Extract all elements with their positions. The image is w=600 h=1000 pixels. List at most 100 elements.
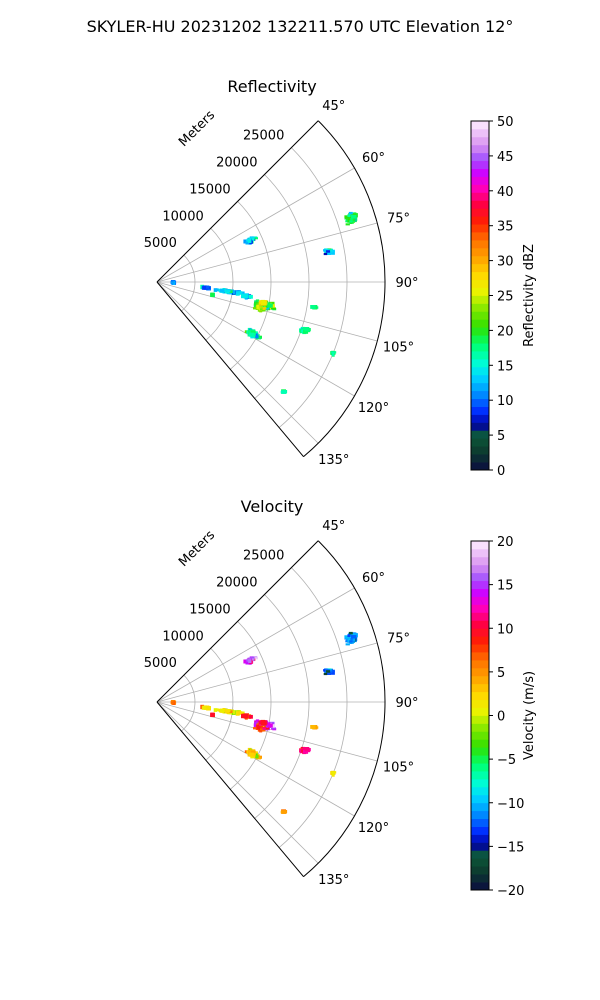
echo-pixel — [249, 332, 254, 337]
colorbar-band — [471, 422, 489, 431]
colorbar-band — [471, 810, 489, 820]
echo-pixel — [345, 223, 350, 226]
echo-cluster — [253, 722, 267, 733]
echo-cluster — [213, 708, 245, 716]
colorbar-band — [471, 580, 489, 589]
range-ring-25000 — [278, 147, 348, 428]
echo-layer — [170, 211, 358, 394]
colorbar-band — [471, 390, 489, 400]
echo-pixel — [323, 252, 328, 256]
sector-edge-left — [156, 120, 319, 283]
radial-tick-label: 25000 — [243, 129, 284, 144]
echo-cluster — [170, 280, 177, 285]
colorbar-tick-label: −10 — [497, 797, 524, 812]
colorbar-tick-label: 15 — [497, 579, 514, 594]
colorbar-band — [471, 763, 489, 772]
sector-edge-right — [156, 701, 304, 877]
echo-pixel — [349, 640, 353, 643]
echo-pixel — [251, 750, 256, 753]
echo-pixel — [262, 727, 266, 730]
colorbar-tick-label: 35 — [497, 220, 514, 235]
angle-spoke-135 — [156, 281, 319, 444]
echo-pixel — [171, 281, 175, 284]
colorbar-band — [471, 842, 489, 851]
echo-pixel — [256, 304, 259, 309]
colorbar-band — [471, 128, 489, 138]
colorbar-tick-label: 40 — [497, 185, 514, 200]
colorbar-band — [471, 279, 489, 288]
panel-title: Reflectivity — [227, 77, 316, 96]
echo-cluster — [200, 704, 211, 711]
colorbar-band — [471, 739, 489, 748]
echo-pixel — [218, 708, 222, 712]
sector-outer-arc — [303, 540, 386, 878]
colorbar-band — [471, 572, 489, 582]
range-ring-10000 — [205, 647, 234, 761]
colorbar-band — [471, 446, 489, 455]
colorbar-label: Reflectivity dBZ — [522, 244, 537, 347]
echo-pixel — [202, 705, 208, 710]
echo-pixel — [327, 671, 331, 675]
radial-tick-label: 25000 — [243, 549, 284, 564]
echo-cluster — [170, 700, 177, 705]
echo-pixel — [248, 294, 253, 299]
echo-pixel — [351, 635, 357, 639]
echo-pixel — [253, 727, 257, 730]
colorbar-band — [471, 224, 489, 233]
radial-tick-label: 20000 — [216, 156, 257, 171]
colorbar-band — [471, 659, 489, 669]
echo-pixel — [262, 720, 266, 725]
colorbar-band — [471, 343, 489, 352]
echo-cluster — [299, 326, 311, 335]
echo-cluster — [243, 656, 258, 665]
colorbar: 0 5 10 15 20 25 30 35 40 45 50 Reflectivity dBZ — [470, 115, 537, 479]
echo-cluster — [210, 712, 215, 718]
colorbar-band — [471, 834, 489, 843]
colorbar-band — [471, 414, 489, 423]
colorbar-band — [471, 327, 489, 336]
echo-pixel — [260, 308, 265, 311]
angle-tick-label: 120° — [358, 821, 389, 836]
sector-edge-left — [156, 540, 319, 703]
echo-pixel — [281, 390, 287, 394]
colorbar-tick-label: 20 — [497, 324, 514, 339]
echo-pixel — [331, 771, 335, 777]
echo-pixel — [218, 288, 222, 292]
angle-tick-label: 90° — [395, 276, 418, 291]
echo-pixel — [325, 670, 331, 673]
echo-pixel — [248, 714, 253, 719]
echo-pixel — [248, 239, 252, 243]
echo-pixel — [303, 747, 309, 751]
colorbar-band — [471, 374, 489, 384]
colorbar-band — [471, 858, 489, 867]
echo-cluster — [244, 327, 262, 340]
colorbar-band — [471, 351, 489, 360]
echo-cluster — [323, 668, 335, 676]
colorbar-band — [471, 303, 489, 312]
echo-pixel — [267, 723, 273, 728]
echo-pixel — [263, 304, 268, 307]
echo-pixel — [264, 306, 270, 310]
echo-pixel — [258, 305, 263, 308]
colorbar-band — [471, 160, 489, 169]
colorbar-band — [471, 588, 489, 597]
angle-tick-label: 105° — [383, 341, 414, 356]
velocity-panel: Velocity 45° 60° 75° 90° 105° 120° 135° 5000 1000… — [144, 497, 537, 899]
angle-tick-label: 45° — [322, 99, 345, 114]
colorbar-tick-label: 25 — [497, 290, 514, 305]
echo-pixel — [215, 288, 219, 292]
echo-pixel — [252, 658, 255, 661]
colorbar-band — [471, 208, 489, 217]
colorbar-band — [471, 398, 489, 407]
colorbar-tick-label: 0 — [497, 710, 505, 725]
echo-pixel — [351, 215, 357, 219]
angle-tick-label: 120° — [358, 401, 389, 416]
range-ring-20000 — [254, 174, 310, 399]
echo-pixel — [267, 303, 273, 308]
echo-pixel — [228, 710, 233, 713]
echo-pixel — [255, 335, 259, 339]
angle-spoke-60 — [156, 167, 355, 283]
colorbar-band — [471, 295, 489, 304]
colorbar-band — [471, 255, 489, 265]
echo-pixel — [238, 711, 243, 715]
